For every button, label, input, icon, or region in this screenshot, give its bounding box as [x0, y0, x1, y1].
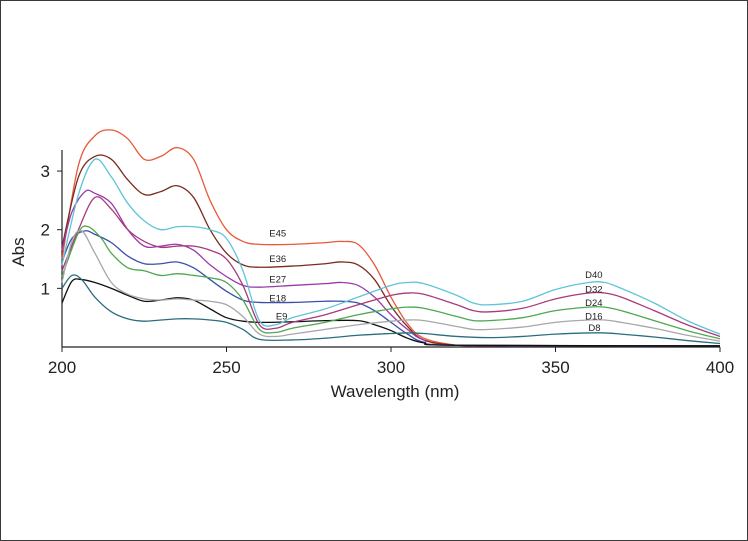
series-line-e45 [61, 129, 720, 347]
series-line-d8 [61, 274, 721, 345]
x-tick-label: 400 [706, 358, 734, 377]
series-label-d32: D32 [585, 284, 602, 295]
x-tick-label: 300 [377, 358, 405, 377]
series-line-d16 [61, 229, 721, 342]
x-tick-label: 250 [212, 358, 240, 377]
series-layer [61, 129, 721, 347]
x-tick-label: 350 [541, 358, 569, 377]
series-line-e36 [61, 154, 721, 347]
series-label-e27: E27 [269, 274, 286, 285]
y-tick-label: 3 [41, 162, 50, 181]
series-line-d32 [61, 196, 721, 338]
y-tick-label: 2 [41, 221, 50, 240]
series-label-d16: D16 [585, 311, 602, 322]
series-label-e9: E9 [276, 311, 288, 322]
y-axis-title: Abs [9, 237, 28, 266]
series-line-e9 [61, 278, 721, 347]
x-axis-title: Wavelength (nm) [331, 382, 460, 401]
series-line-d24 [61, 225, 721, 340]
series-label-e18: E18 [269, 293, 286, 304]
series-line-d40 [61, 158, 721, 335]
series-label-e45: E45 [269, 229, 286, 240]
series-label-d24: D24 [585, 298, 602, 309]
axes [61, 150, 720, 348]
series-label-d40: D40 [585, 270, 602, 281]
ticks: 200 250 300 350 400 1 2 3 [41, 162, 735, 377]
series-label-e36: E36 [269, 254, 286, 265]
x-tick-label: 200 [48, 358, 76, 377]
series-label-d8: D8 [588, 323, 600, 334]
y-tick-label: 1 [41, 279, 50, 298]
